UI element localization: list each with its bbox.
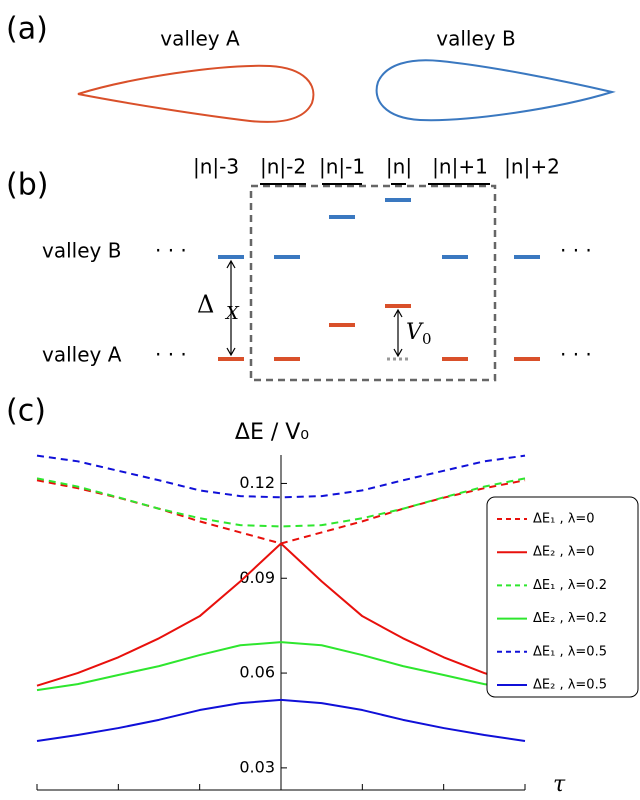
chart: ΔE / V₀ τ −0.3−0.2−0.100.10.20.30.030.06… [18,420,638,800]
ellipsis: · · · [560,239,592,263]
legend-label: ΔE₂ , λ=0.5 [533,678,607,693]
v0-subscript: 0 [422,330,432,348]
row-label: valley B [42,239,121,263]
gap-subscript: X [224,303,240,324]
valley-contour [377,60,612,120]
ellipsis: · · · [155,239,187,263]
level-label: |n|+2 [504,155,560,179]
ellipsis: · · · [155,343,187,367]
y-tick-label: 0.03 [239,757,275,776]
panel-label: (b) [6,168,48,203]
legend-label: ΔE₁ , λ=0 [533,512,595,527]
figure: (a) (b) (c) valley A valley B |n|-3 |n|-… [0,0,640,800]
level-label: |n|-3 [193,155,239,179]
level-label: |n|-2 [260,155,306,179]
level-label: |n|+1 [432,155,488,179]
valley-title: valley B [436,27,515,51]
y-axis-label: ΔE / V₀ [235,420,309,445]
row-label: valley A [42,343,122,367]
panel-label: (c) [6,394,46,429]
dashed-box [251,186,495,380]
valley-contour [78,66,313,122]
valley-title: valley A [160,27,240,51]
legend-label: ΔE₁ , λ=0.2 [533,578,607,593]
level-label: |n|-1 [319,155,365,179]
legend-label: ΔE₂ , λ=0.2 [533,611,607,626]
legend-label: ΔE₁ , λ=0.5 [533,644,607,659]
legend-label: ΔE₂ , λ=0 [533,545,595,560]
y-tick-label: 0.06 [239,663,275,682]
ellipsis: · · · [560,343,592,367]
panel-label: (a) [6,12,48,47]
x-axis-label: τ [553,772,566,797]
level-label: |n| [386,155,412,179]
y-tick-label: 0.12 [239,473,275,492]
level-bars [218,200,540,359]
gap-symbol: Δ [197,291,214,319]
legend-box [487,497,638,697]
